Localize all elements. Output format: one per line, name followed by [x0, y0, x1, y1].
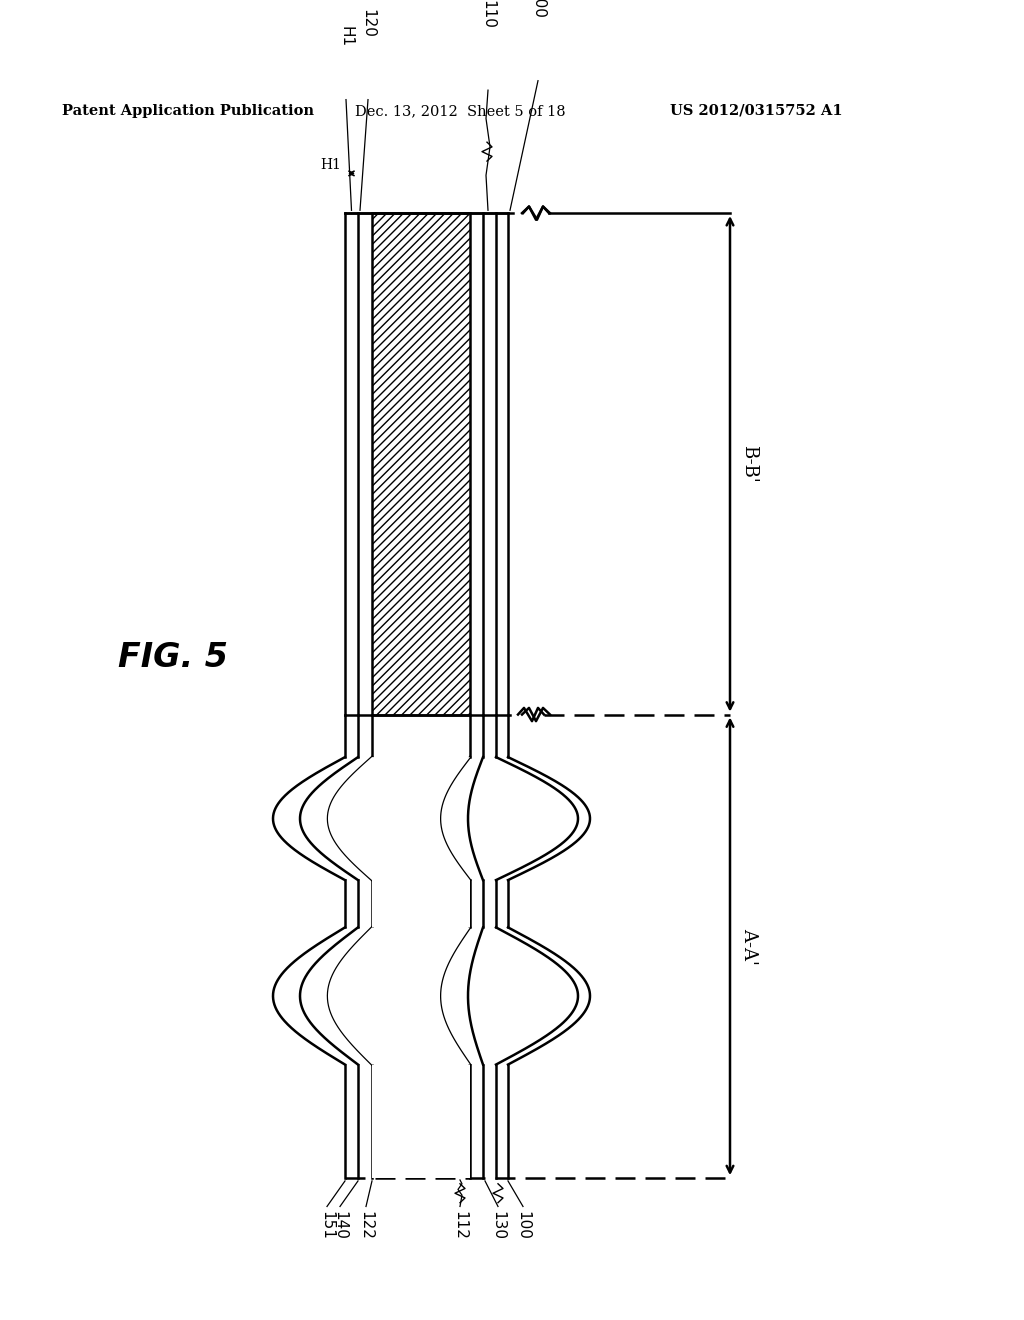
Text: 120: 120: [360, 9, 376, 38]
Bar: [372, 213, 470, 714]
Text: B-B': B-B': [740, 445, 758, 483]
Text: 122: 122: [358, 1212, 374, 1239]
Text: 130: 130: [490, 1212, 506, 1241]
Text: H1: H1: [339, 26, 353, 48]
Text: FIG. 5: FIG. 5: [118, 642, 228, 675]
Text: 100: 100: [515, 1212, 530, 1239]
Text: Dec. 13, 2012  Sheet 5 of 18: Dec. 13, 2012 Sheet 5 of 18: [355, 104, 565, 117]
Text: 151: 151: [319, 1212, 335, 1239]
Text: US 2012/0315752 A1: US 2012/0315752 A1: [670, 104, 843, 117]
Bar: [372, 880, 470, 928]
Polygon shape: [328, 758, 470, 880]
Text: H1: H1: [321, 157, 341, 172]
Text: A-A': A-A': [740, 928, 758, 965]
Bar: [372, 1064, 470, 1177]
Text: 140: 140: [333, 1212, 347, 1239]
Text: 112: 112: [453, 1212, 468, 1239]
Text: Patent Application Publication: Patent Application Publication: [62, 104, 314, 117]
Polygon shape: [328, 928, 470, 1064]
Text: 100: 100: [530, 0, 546, 20]
Text: 110: 110: [480, 0, 496, 29]
